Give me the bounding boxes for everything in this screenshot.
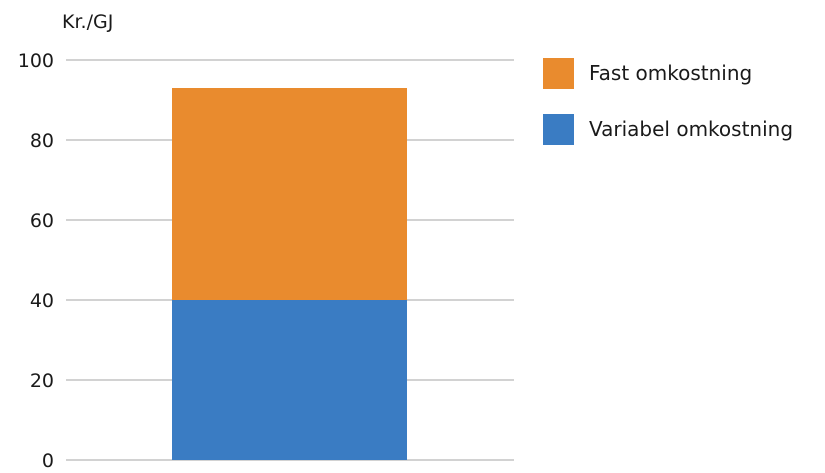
y-tick-label: 60 [30, 210, 54, 232]
y-tick-label: 20 [30, 370, 54, 392]
y-axis-unit-label: Kr./GJ [62, 11, 113, 33]
bar-segment-variabel-omkostning [172, 300, 407, 460]
y-tick-label: 0 [42, 450, 54, 472]
legend-label: Variabel omkostning [589, 117, 793, 141]
bars [172, 88, 407, 460]
y-tick-label: 100 [18, 50, 54, 72]
legend: Fast omkostning Variabel omkostning [543, 58, 793, 145]
bar-segment-fast-omkostning [172, 88, 407, 300]
y-tick-label: 80 [30, 130, 54, 152]
y-tick-label: 40 [30, 290, 54, 312]
legend-swatch [543, 58, 574, 89]
legend-label: Fast omkostning [589, 61, 752, 85]
legend-swatch [543, 114, 574, 145]
y-axis-ticks: 0 20 40 60 80 100 [18, 50, 54, 472]
